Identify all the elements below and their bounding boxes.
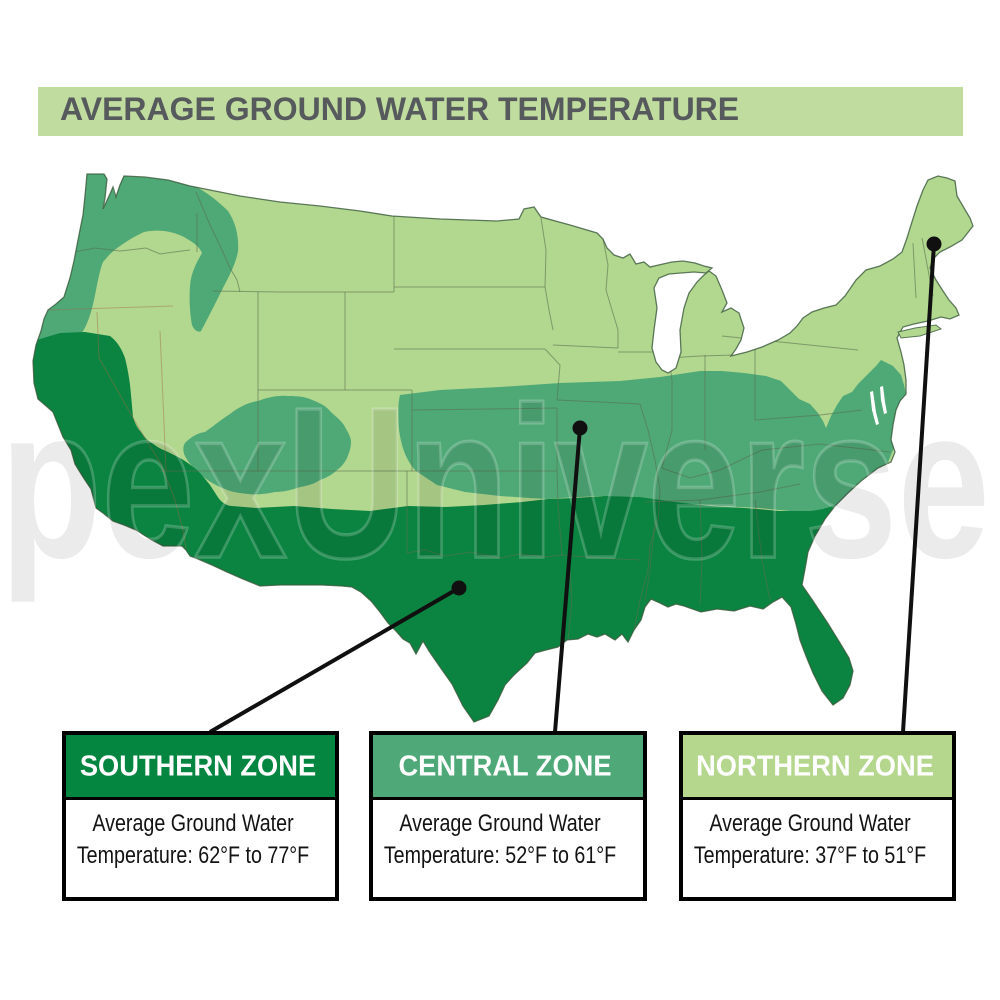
svg-text:pexUniverse: pexUniverse bbox=[0, 362, 990, 603]
